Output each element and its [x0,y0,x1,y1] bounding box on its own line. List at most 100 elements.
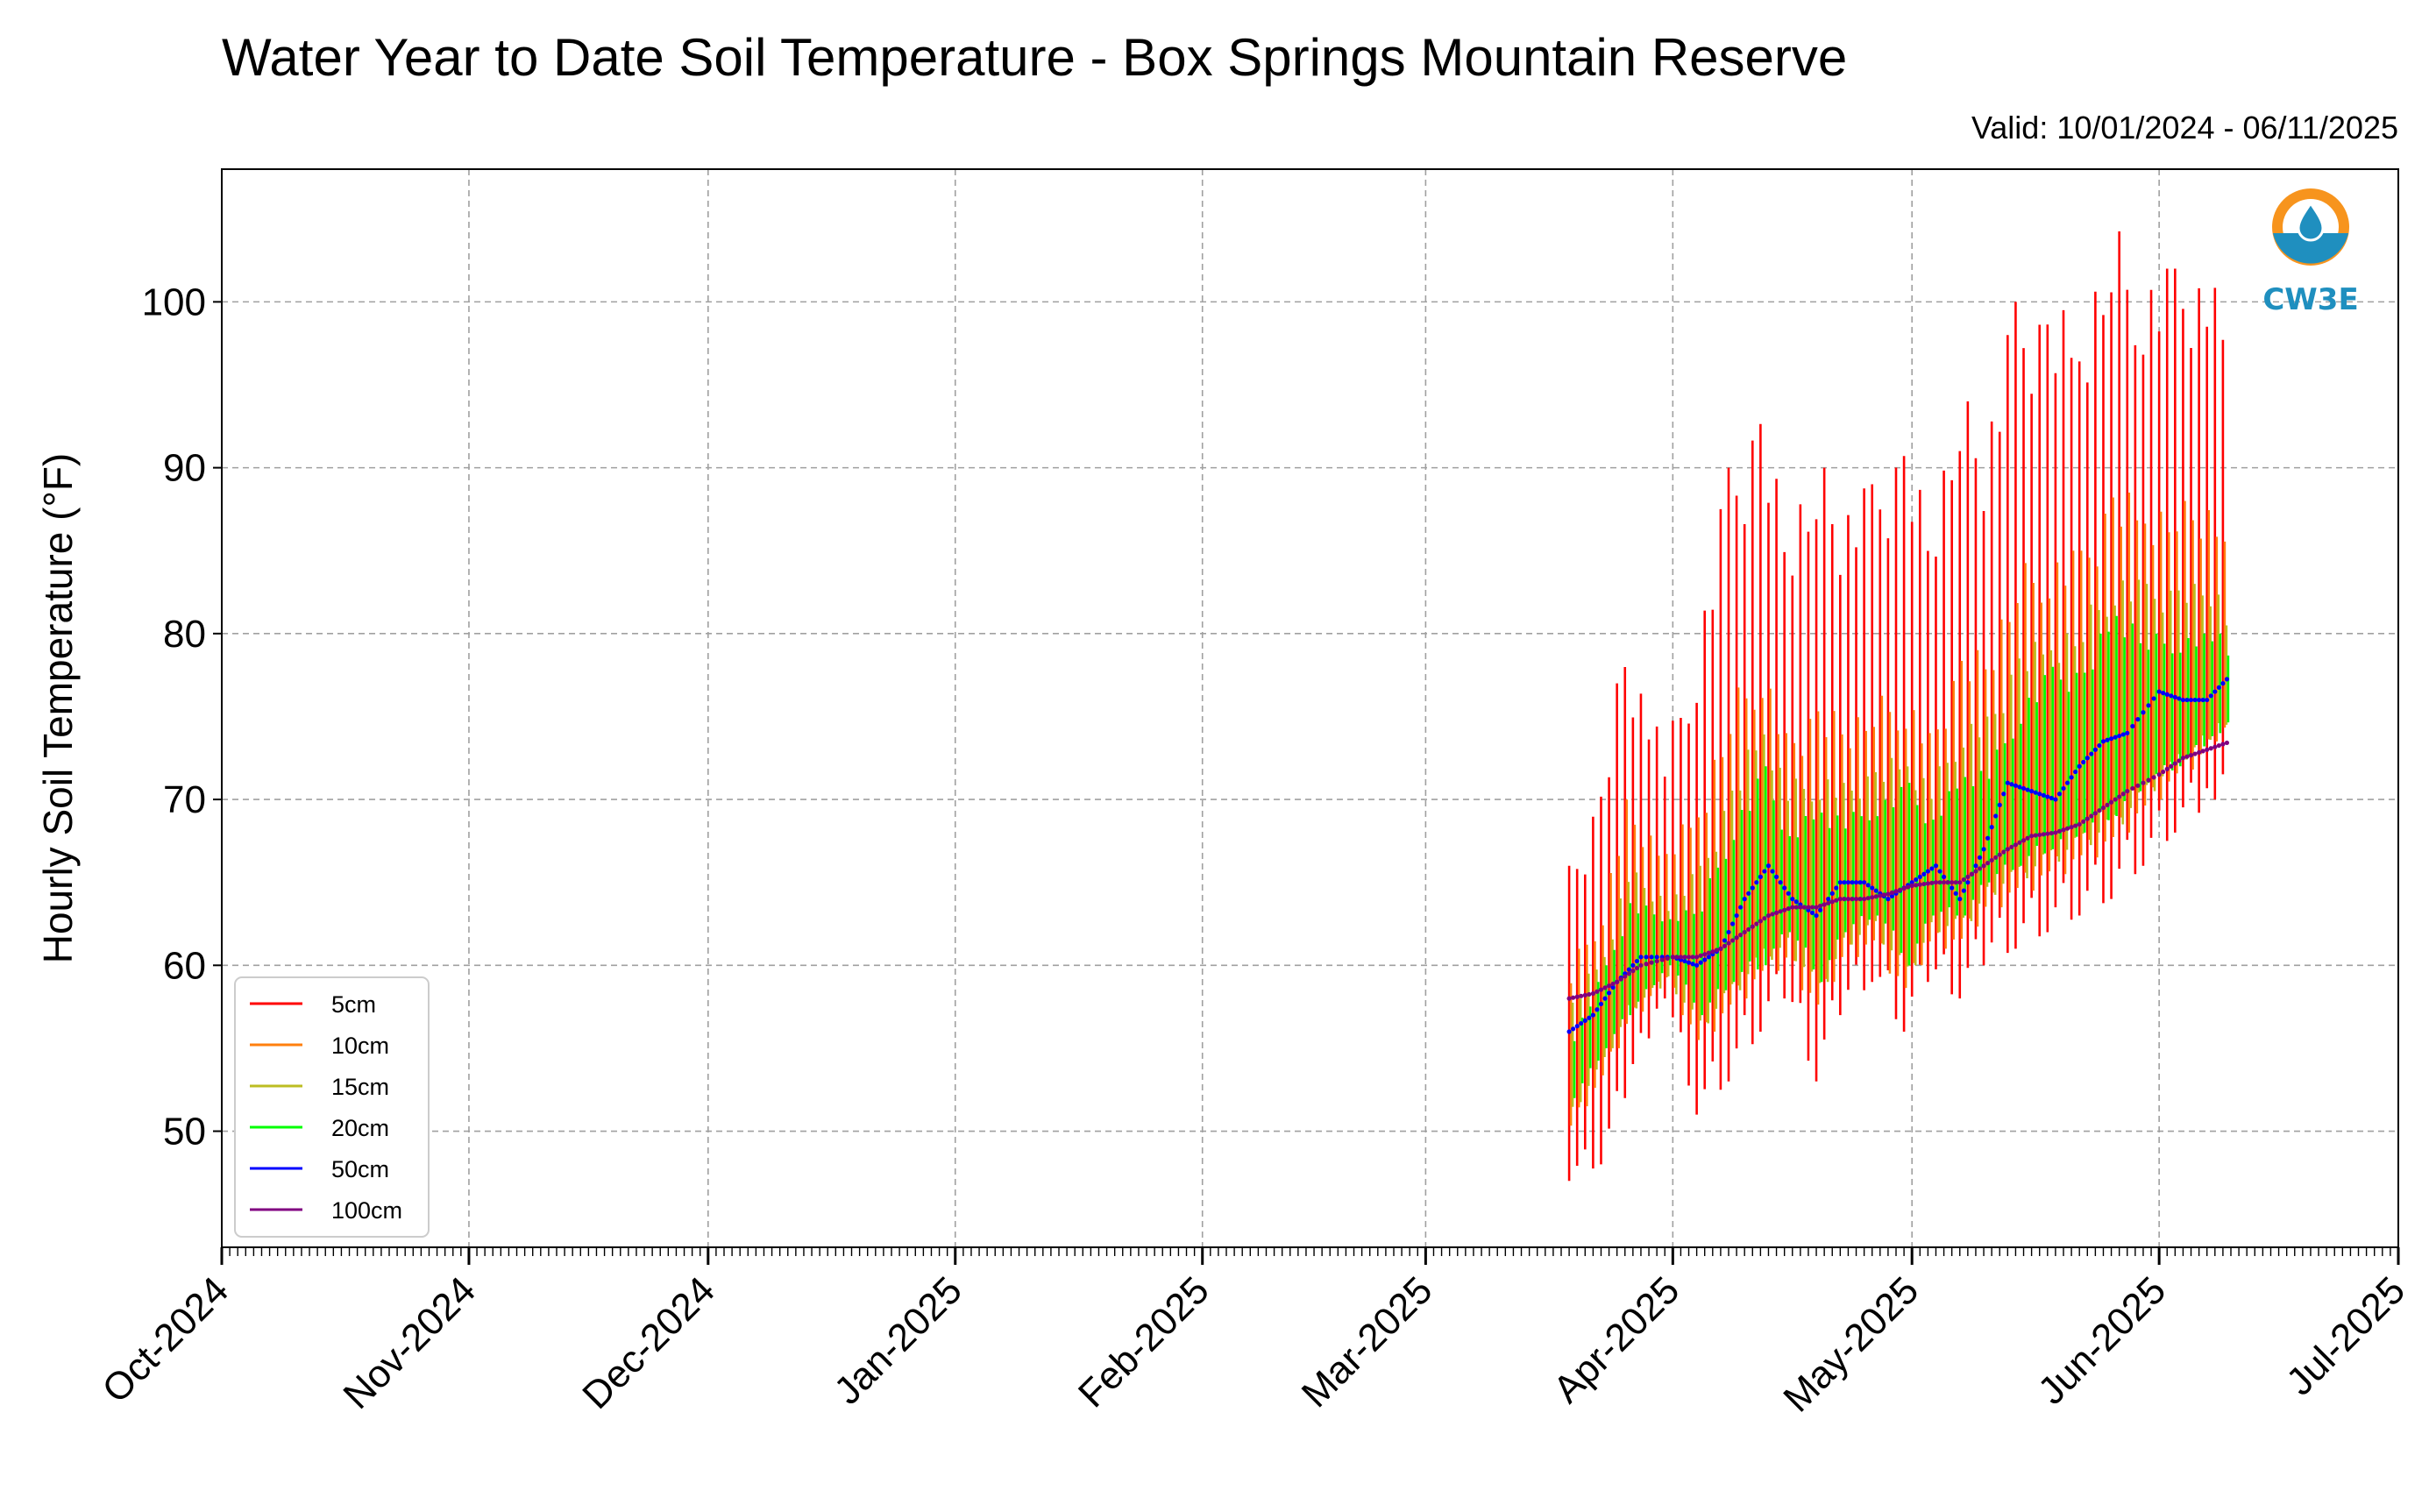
series-50cm-point [1571,1026,1576,1032]
series-50cm-point [1937,869,1942,874]
series-50cm-point [1989,825,1994,830]
series-50cm-point [1626,967,1631,972]
series-50cm-point [2092,747,2098,752]
x-tick-label: Feb-2025 [1070,1268,1218,1416]
series-100cm-point [1571,995,1576,1000]
series-50cm-point [1582,1018,1587,1023]
series-100cm-point [1702,952,1708,957]
series-100cm-point [1718,946,1723,951]
series-50cm-point [2033,790,2038,795]
series-50cm-point [1837,880,1843,885]
series-50cm-point [1953,891,1958,896]
series-50cm-point [1579,1020,1584,1026]
series-100cm-point [1906,884,1911,890]
series-50cm-point [1853,880,1859,885]
series-100cm-point [1750,924,1755,929]
series-50cm-point [2021,785,2027,791]
series-50cm-point [2188,697,2194,703]
series-50cm-point [2169,693,2174,699]
series-50cm-point [1654,955,1659,960]
series-50cm-point [1602,996,1608,1001]
series-100cm-point [2017,840,2022,845]
legend-label-5cm: 5cm [331,991,376,1018]
series-50cm-point [1914,877,1919,883]
series-100cm-point [1690,955,1695,960]
series-50cm-point [2192,697,2198,703]
series-50cm-point [1842,880,1847,885]
series-50cm-point [1834,885,1839,891]
series-50cm-point [2056,791,2063,797]
legend: 5cm 10cm 15cm 20cm 50cm 100cm [234,976,430,1238]
series-50cm-point [2053,797,2058,802]
series-50cm-point [2069,775,2074,780]
series-100cm-point [2172,761,2177,766]
series-50cm-point [1690,962,1695,967]
series-100cm-point [2135,783,2141,788]
series-100cm-point [1670,955,1675,960]
series-100cm-point [2033,833,2038,838]
series-50cm-point [1865,883,1871,888]
series-100cm-point [1644,962,1649,967]
series-50cm-point [1950,885,1955,891]
series-50cm-point [1965,880,1971,885]
series-100cm-point [1993,855,1999,860]
series-100cm-point [1829,899,1835,905]
y-tick-label: 100 [142,280,206,323]
series-50cm-point [1845,880,1851,885]
series-50cm-point [1985,835,1991,841]
y-axis-ticks: 50 60 70 80 90 100 [142,280,222,1154]
series-50cm-point [2205,697,2210,703]
series-100cm-point [1822,902,1827,907]
series-100cm-point [1834,898,1839,903]
series-50cm-point [1638,955,1644,960]
series-100cm-point [1897,887,1903,892]
legend-label-50cm: 50cm [331,1156,389,1182]
series-50cm-point [1909,880,1914,885]
series-50cm-point [1814,912,1819,919]
series-50cm-point [1790,897,1795,902]
series-100cm-point [2077,821,2082,827]
series-50cm-point [1610,984,1616,990]
series-50cm-point [2141,710,2146,715]
series-100cm-point [1886,891,1891,897]
series-100cm-point [1806,905,1811,910]
series-50cm-point [1722,938,1728,943]
series-50cm-point [2164,692,2170,697]
series-100cm-point [1706,950,1711,955]
series-50cm-point [1889,893,1895,899]
series-100cm-point [2125,789,2130,794]
series-100cm-point [1587,991,1592,997]
series-100cm-point [2092,811,2098,816]
series-50cm-point [2216,685,2221,690]
series-100cm-point [1870,895,1875,900]
series-100cm-point [1698,953,1703,958]
series-50cm-point [1850,880,1855,885]
series-100cm-point [1937,880,1942,885]
series-50cm-point [2097,742,2102,749]
series-100cm-point [1594,989,1600,994]
series-50cm-point [1574,1024,1580,1029]
series-50cm-point [1826,897,1831,902]
series-100cm-point [1722,943,1728,948]
series-100cm-point [1798,905,1803,910]
series-100cm-point [1957,880,1963,885]
series-100cm-point [1977,866,1983,871]
series-100cm-point [1981,863,1986,869]
series-100cm-point [1729,938,1736,943]
series-50cm-point [2061,785,2066,791]
plot-frame [221,168,2399,1248]
series-100cm-point [2141,780,2146,785]
series-100cm-point [1862,897,1867,902]
series-50cm-point [2085,756,2090,761]
series-100cm-point [1659,957,1665,962]
logo-drop-icon [2297,201,2325,242]
series-100cm-point [1638,962,1644,968]
series-100cm-point [2113,797,2118,802]
series-100cm-point [1865,896,1871,901]
series-100cm-point [2061,827,2066,833]
series-100cm-point [1579,993,1584,998]
series-100cm-point [1566,996,1572,1001]
series-100cm [1566,740,2230,1001]
series-100cm-point [1786,906,1791,912]
series-50cm-point [2064,780,2070,785]
